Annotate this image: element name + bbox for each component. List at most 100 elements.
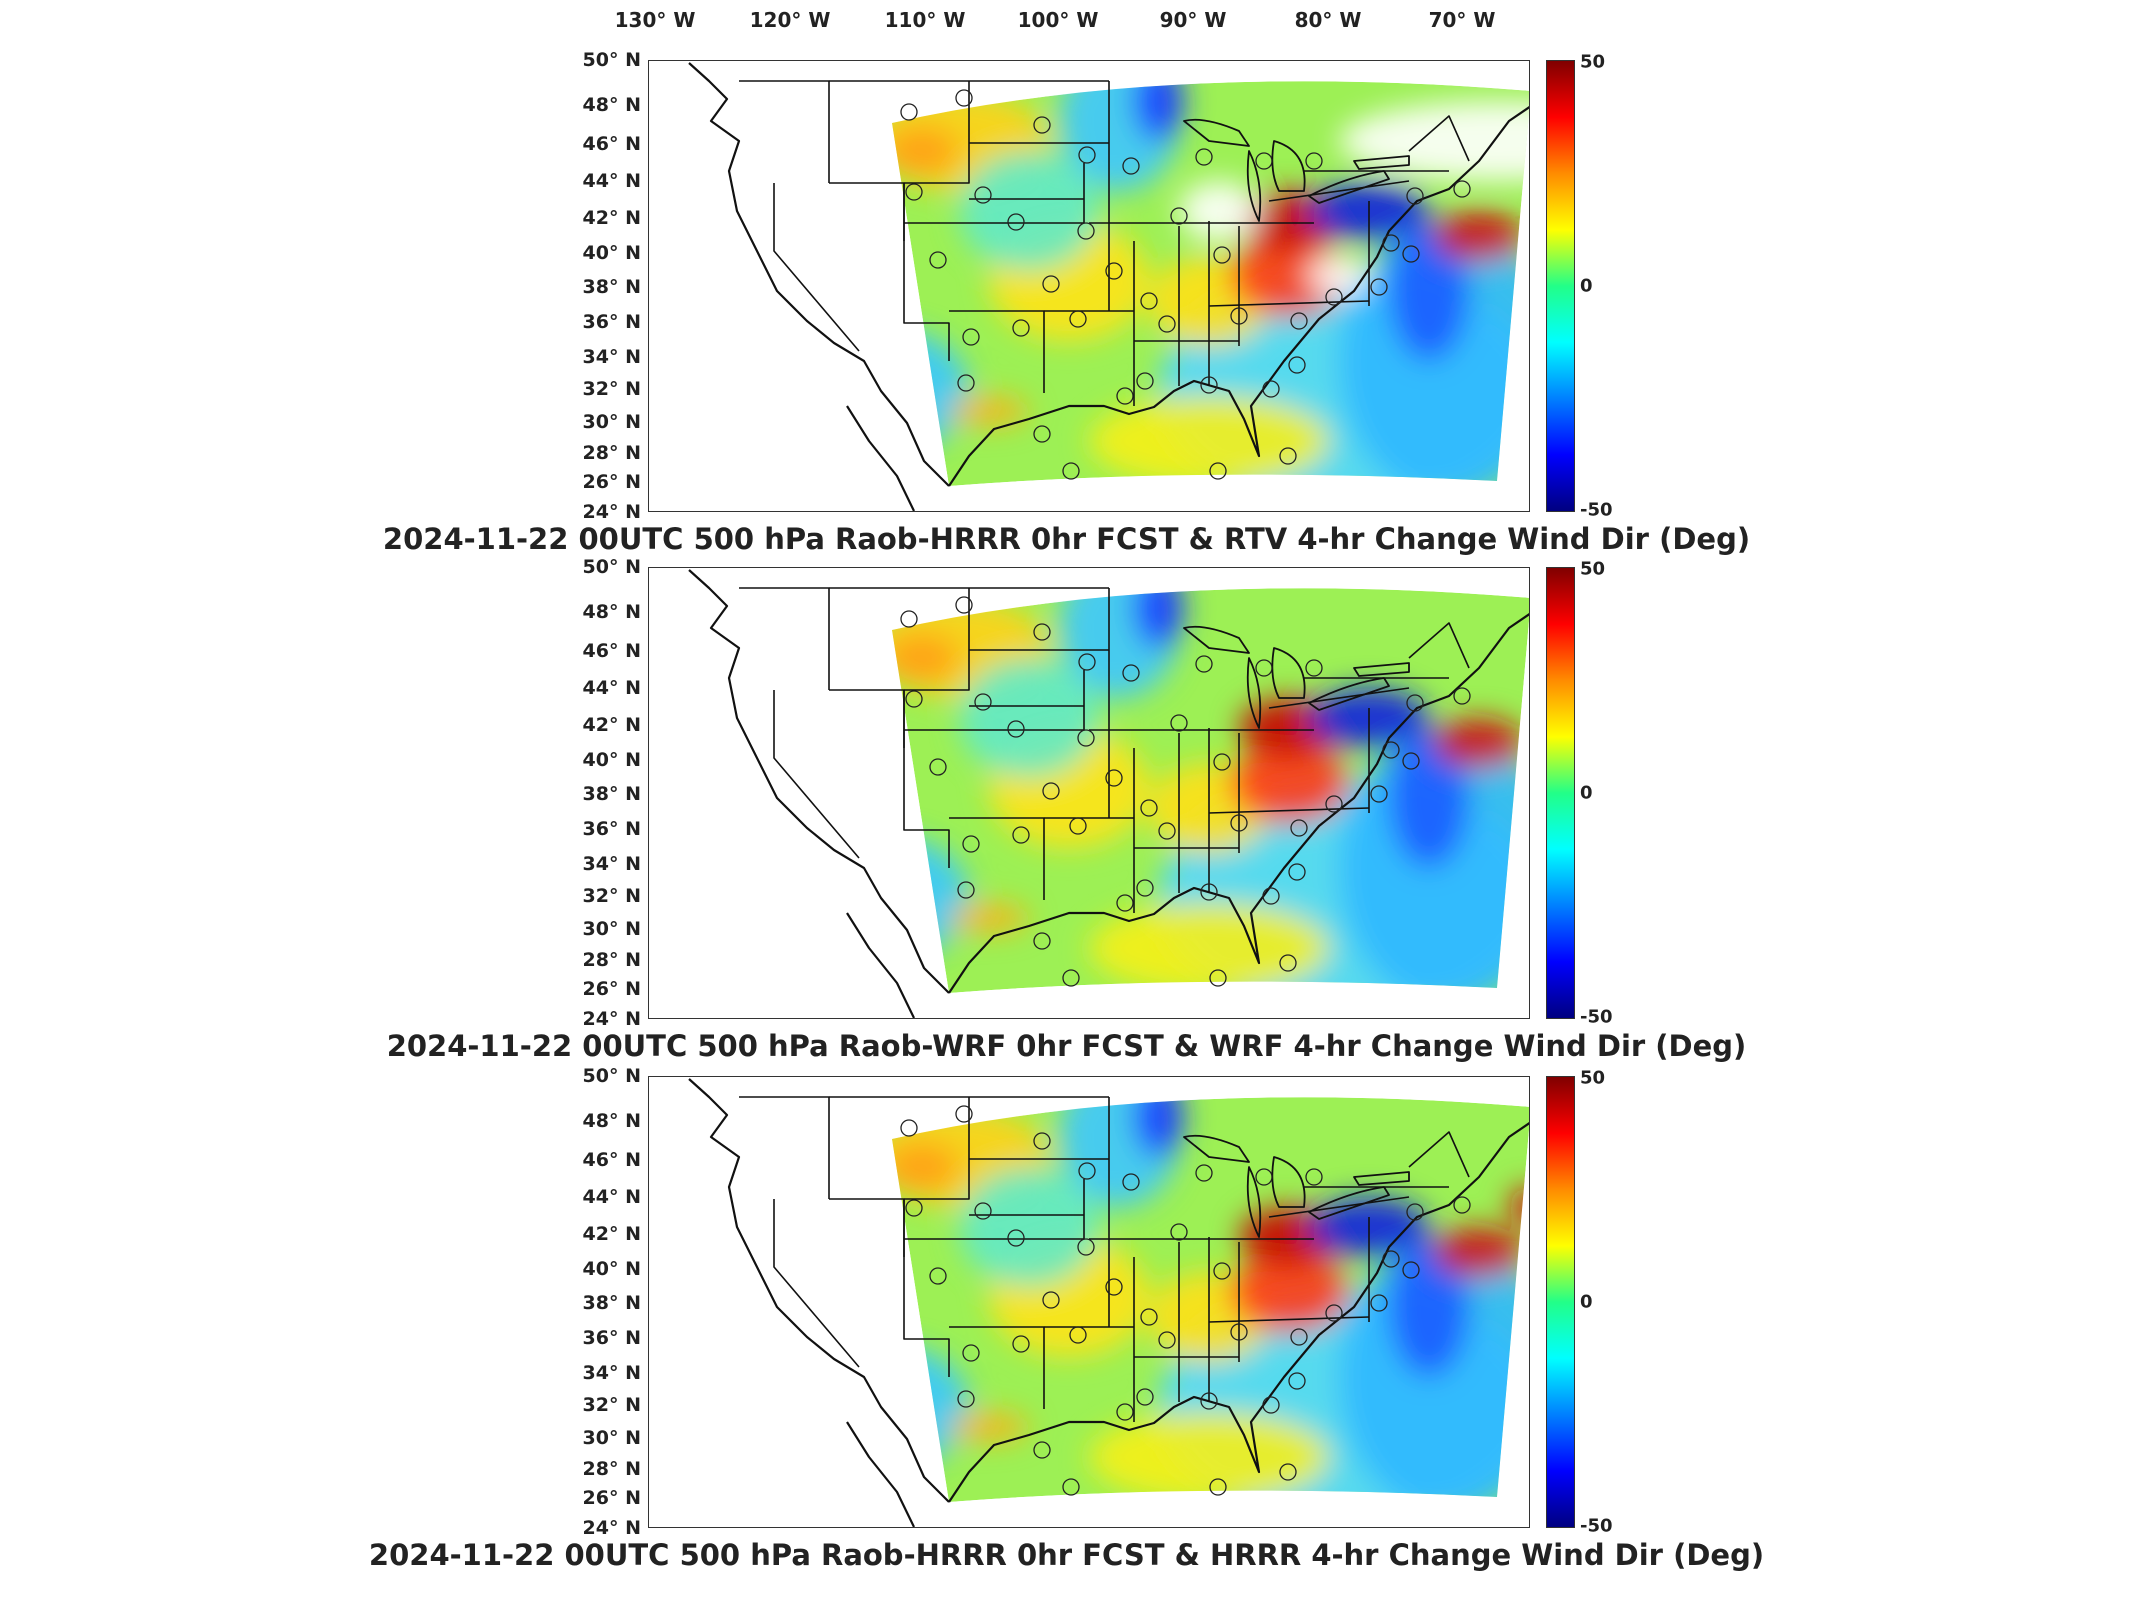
raob-station-marker (1325, 1304, 1343, 1322)
lat-label: 36° N (582, 817, 641, 840)
raob-station-marker (962, 1344, 980, 1362)
lat-label: 46° N (582, 1148, 641, 1171)
map-panel-1: 50° N 48° N 46° N 44° N 42° N 40° N 38° N 36° N… (0, 49, 2133, 570)
lat-label: 38° N (582, 275, 641, 298)
state-boundary (829, 689, 905, 748)
state-boundary (739, 587, 830, 690)
raob-station-marker (1158, 315, 1176, 333)
raob-station-marker (1062, 1478, 1080, 1496)
lat-label: 38° N (582, 782, 641, 805)
raob-station-marker (1305, 152, 1323, 170)
colorbar-zero-label: 0 (1580, 782, 1593, 804)
colorbar-min-label: -50 (1580, 1515, 1613, 1537)
great-lake (1183, 625, 1250, 654)
lat-label: 50° N (582, 556, 641, 578)
raob-station-marker (974, 186, 992, 204)
raob-station-marker (1279, 954, 1297, 972)
raob-station-marker (974, 693, 992, 711)
raob-station-marker (1406, 187, 1424, 205)
lat-label: 32° N (582, 885, 641, 908)
colorbar (1546, 567, 1575, 1019)
raob-station-marker (1200, 1392, 1218, 1410)
raob-station-marker (1406, 694, 1424, 712)
raob-station-marker (929, 251, 947, 269)
raob-station-marker (1279, 447, 1297, 465)
lat-label: 30° N (582, 1426, 641, 1449)
raob-station-marker (1288, 356, 1306, 374)
raob-station-marker (1209, 969, 1227, 987)
great-lake (1353, 155, 1410, 170)
lat-label: 44° N (582, 170, 641, 193)
lon-label: 120° W (749, 8, 831, 32)
raob-station-marker (1077, 1238, 1095, 1256)
state-boundary (739, 80, 830, 183)
great-lake (1353, 1171, 1410, 1186)
state-boundary (773, 1199, 860, 1368)
raob-station-marker (1195, 148, 1213, 166)
raob-station-marker (900, 1119, 918, 1137)
lat-label: 36° N (582, 1326, 641, 1349)
raob-station-marker (1262, 1396, 1280, 1414)
lat-label: 26° N (582, 978, 641, 1001)
raob-station-marker (1406, 1203, 1424, 1221)
great-lake (1246, 150, 1262, 222)
lat-label: 42° N (582, 713, 641, 736)
raob-station-marker (974, 1202, 992, 1220)
raob-station-marker (1170, 714, 1188, 732)
state-boundary (1408, 1131, 1470, 1178)
lat-label: 48° N (582, 93, 641, 116)
raob-station-marker (1288, 863, 1306, 881)
colorbar-max-label: 50 (1580, 1067, 1606, 1089)
raob-station-marker (955, 1105, 973, 1123)
state-boundary (1408, 622, 1470, 669)
raob-station-marker (1140, 1308, 1158, 1326)
raob-station-marker (1122, 157, 1140, 175)
state-boundary (1208, 300, 1370, 307)
raob-station-marker (1062, 969, 1080, 987)
state-boundary (1408, 115, 1470, 162)
raob-station-marker (1402, 752, 1420, 770)
map-frame (648, 567, 1530, 1019)
lat-label: 44° N (582, 1186, 641, 1209)
raob-station-marker (1116, 387, 1134, 405)
raob-station-marker (1213, 753, 1231, 771)
lat-label: 32° N (582, 1394, 641, 1417)
raob-station-marker (905, 690, 923, 708)
raob-station-marker (1033, 116, 1051, 134)
lat-label: 42° N (582, 1222, 641, 1245)
lat-label: 26° N (582, 1487, 641, 1510)
raob-station-marker (900, 610, 918, 628)
raob-station-marker (1382, 741, 1400, 759)
lat-label: 34° N (582, 1361, 641, 1384)
raob-station-marker (1402, 245, 1420, 263)
lat-label: 28° N (582, 441, 641, 464)
colorbar-zero-label: 0 (1580, 1291, 1593, 1313)
raob-station-marker (1136, 879, 1154, 897)
lat-label: 24° N (582, 501, 641, 523)
raob-station-marker (1033, 623, 1051, 641)
lat-label: 50° N (582, 49, 641, 71)
raob-station-marker (900, 103, 918, 121)
latitude-labels: 50° N 48° N 46° N 44° N 42° N 40° N 38° N 36° N… (560, 556, 645, 1030)
raob-station-marker (1402, 1261, 1420, 1279)
raob-station-marker (1230, 1323, 1248, 1341)
raob-station-marker (1069, 310, 1087, 328)
raob-station-marker (1140, 292, 1158, 310)
lat-label: 50° N (582, 1065, 641, 1087)
raob-station-marker (1453, 687, 1471, 705)
state-boundary (829, 182, 905, 241)
raob-station-marker (1012, 1335, 1030, 1353)
raob-station-marker (1290, 312, 1308, 330)
map-frame (648, 60, 1530, 512)
lat-label: 24° N (582, 1008, 641, 1030)
raob-station-marker (1078, 1162, 1096, 1180)
raob-station-marker (1453, 1196, 1471, 1214)
state-boundary (903, 1199, 950, 1377)
lat-label: 44° N (582, 677, 641, 700)
raob-station-marker (1288, 1372, 1306, 1390)
raob-station-marker (1042, 275, 1060, 293)
raob-station-marker (1290, 819, 1308, 837)
raob-station-marker (1255, 659, 1273, 677)
raob-station-marker (1033, 1441, 1051, 1459)
map-panel-3: 50° N 48° N 46° N 44° N 42° N 40° N 38° N 36° N… (0, 1065, 2133, 1586)
